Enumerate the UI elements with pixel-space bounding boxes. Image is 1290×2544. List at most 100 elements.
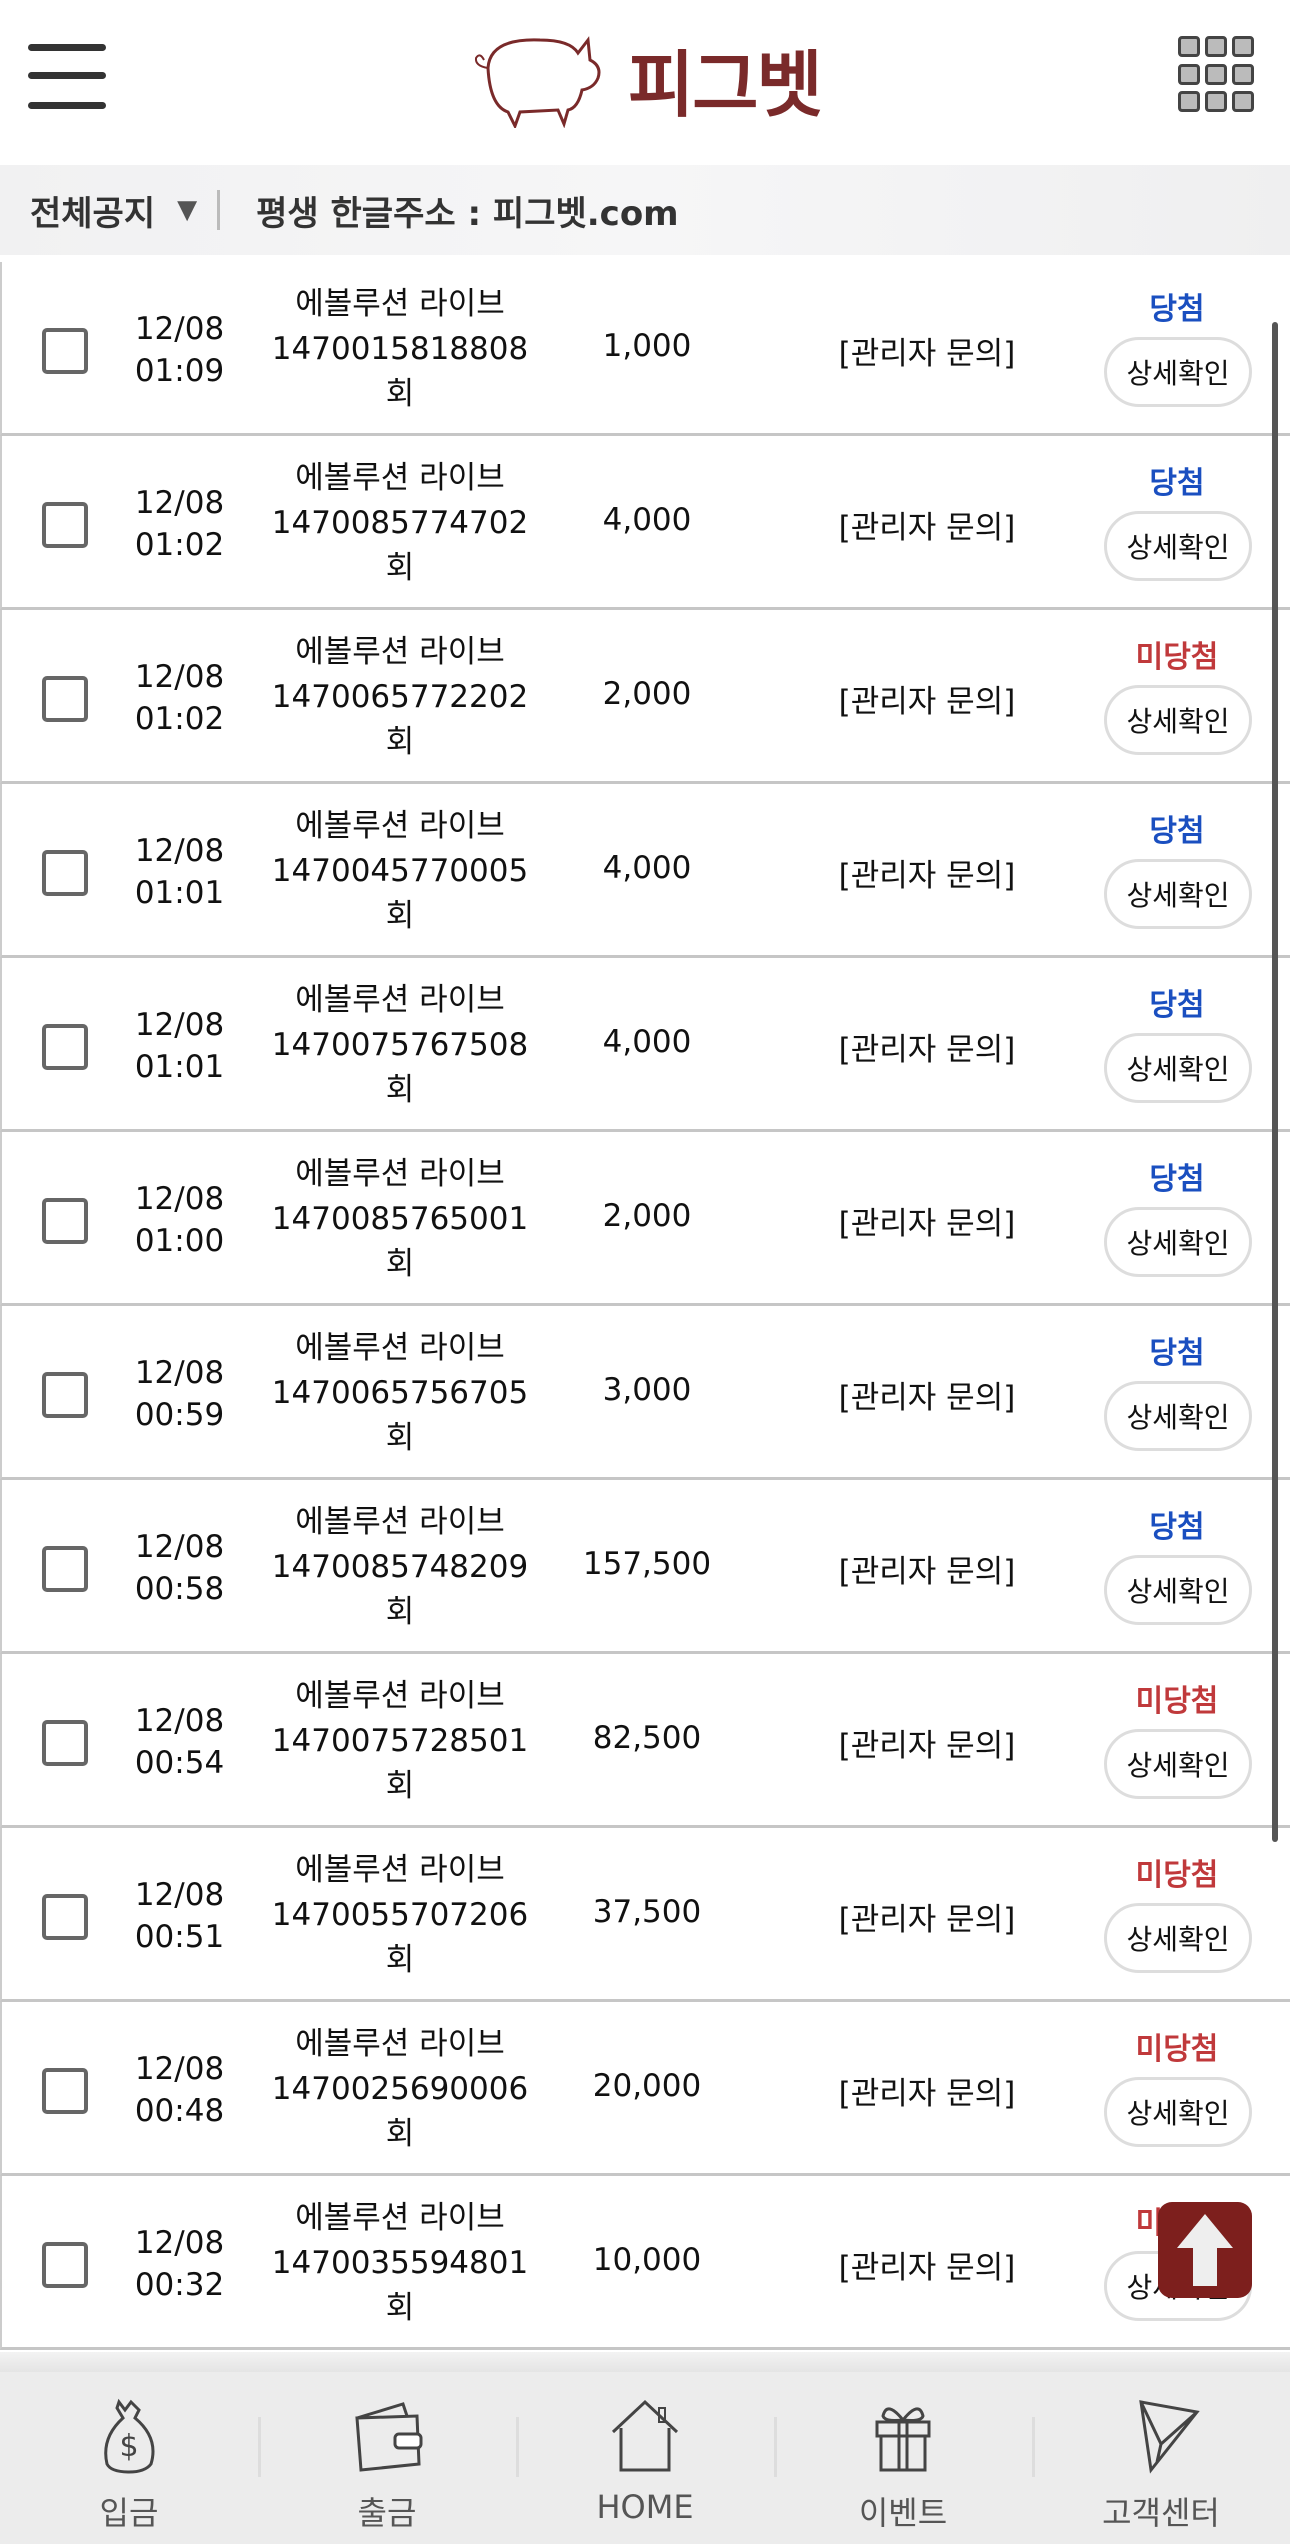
table-row: 12/08 01:00 에볼루션 라이브 1470085765001 회 2,000 … (0, 1132, 1290, 1306)
bet-date: 12/08 (134, 833, 225, 869)
bet-date: 12/08 (134, 2225, 225, 2261)
status-badge: 미당첨 (1135, 640, 1219, 675)
game-name: 에볼루션 라이브 (295, 1330, 505, 1366)
bet-datetime: 12/08 00:58 (122, 1526, 237, 1610)
status-badge: 당첨 (1149, 988, 1205, 1023)
status-badge: 당첨 (1149, 1336, 1205, 1371)
status-badge: 당첨 (1149, 1162, 1205, 1197)
row-checkbox[interactable] (42, 1024, 88, 1070)
round-number: 1470045770005 (271, 853, 529, 889)
result-text: [관리자 문의] (838, 1206, 1016, 1242)
bet-date: 12/08 (134, 1877, 225, 1913)
row-checkbox[interactable] (42, 1372, 88, 1418)
detail-button[interactable]: 상세확인 (1104, 1207, 1252, 1277)
row-checkbox[interactable] (42, 2242, 88, 2288)
game-info: 에볼루션 라이브 1470025690006 회 (262, 2022, 538, 2157)
result-text: [관리자 문의] (838, 684, 1016, 720)
status-badge: 당첨 (1149, 1510, 1205, 1545)
detail-button[interactable]: 상세확인 (1104, 1033, 1252, 1103)
row-checkbox[interactable] (42, 1546, 88, 1592)
bet-date: 12/08 (134, 485, 225, 521)
bet-amount: 4,000 (602, 502, 692, 538)
round-number: 1470085748209 (271, 1549, 529, 1585)
row-checkbox[interactable] (42, 2068, 88, 2114)
detail-button[interactable]: 상세확인 (1104, 1903, 1252, 1973)
menu-icon[interactable] (28, 40, 108, 112)
caret-down-icon[interactable]: ▼ (177, 195, 198, 225)
bottom-nav: $ 입금 출금 HOME 이벤트 고객센터 (0, 2372, 1290, 2544)
nav-support[interactable]: 고객센터 (1032, 2372, 1290, 2544)
svg-text:$: $ (119, 2429, 138, 2464)
row-checkbox[interactable] (42, 502, 88, 548)
scroll-top-button[interactable] (1158, 2202, 1252, 2298)
bet-amount: 3,000 (602, 1372, 692, 1408)
game-name: 에볼루션 라이브 (295, 286, 505, 322)
nav-deposit[interactable]: $ 입금 (0, 2372, 258, 2544)
table-row: 12/08 00:51 에볼루션 라이브 1470055707206 회 37,500… (0, 1828, 1290, 2002)
game-info: 에볼루션 라이브 1470085774702 회 (262, 456, 538, 591)
row-checkbox[interactable] (42, 1894, 88, 1940)
bet-amount: 4,000 (602, 850, 692, 886)
game-info: 에볼루션 라이브 1470065756705 회 (262, 1326, 538, 1461)
wallet-icon (355, 2402, 423, 2472)
round-number: 1470065772202 (271, 679, 529, 715)
detail-button[interactable]: 상세확인 (1104, 1729, 1252, 1799)
home-icon (611, 2399, 679, 2472)
table-row: 12/08 01:02 에볼루션 라이브 1470065772202 회 2,000 … (0, 610, 1290, 784)
money-bag-icon: $ (104, 2398, 155, 2474)
bet-date: 12/08 (134, 659, 225, 695)
nav-event[interactable]: 이벤트 (774, 2372, 1032, 2544)
detail-button[interactable]: 상세확인 (1104, 685, 1252, 755)
row-checkbox[interactable] (42, 328, 88, 374)
game-info: 에볼루션 라이브 1470075728501 회 (262, 1674, 538, 1809)
bet-time: 01:09 (134, 353, 225, 389)
scrollbar[interactable] (1272, 322, 1278, 1842)
nav-withdraw[interactable]: 출금 (258, 2372, 516, 2544)
apps-grid-icon[interactable] (1178, 36, 1254, 114)
round-number: 1470085765001 (271, 1201, 529, 1237)
status-badge: 미당첨 (1135, 2032, 1219, 2067)
bet-time: 01:02 (134, 701, 225, 737)
game-name: 에볼루션 라이브 (295, 1852, 505, 1888)
notice-category-select[interactable]: 전체공지 (30, 193, 156, 234)
row-checkbox[interactable] (42, 676, 88, 722)
round-number: 1470035594801 (271, 2245, 529, 2281)
result-text: [관리자 문의] (838, 1554, 1016, 1590)
round-number: 1470075767508 (271, 1027, 529, 1063)
bet-datetime: 12/08 01:02 (122, 482, 237, 566)
round-suffix: 회 (385, 550, 415, 586)
table-row: 12/08 00:32 에볼루션 라이브 1470035594801 회 10,000… (0, 2176, 1290, 2350)
bet-datetime: 12/08 00:59 (122, 1352, 237, 1436)
game-info: 에볼루션 라이브 1470055707206 회 (262, 1848, 538, 1983)
bet-date: 12/08 (134, 1181, 225, 1217)
detail-button[interactable]: 상세확인 (1104, 511, 1252, 581)
bet-time: 01:00 (134, 1223, 225, 1259)
game-name: 에볼루션 라이브 (295, 2026, 505, 2062)
row-checkbox[interactable] (42, 850, 88, 896)
detail-button[interactable]: 상세확인 (1104, 1381, 1252, 1451)
detail-button[interactable]: 상세확인 (1104, 2077, 1252, 2147)
bet-amount: 10,000 (592, 2242, 702, 2278)
bet-date: 12/08 (134, 1355, 225, 1391)
detail-button[interactable]: 상세확인 (1104, 337, 1252, 407)
bet-time: 01:01 (134, 875, 225, 911)
logo[interactable]: 피그벳 (460, 28, 840, 128)
game-name: 에볼루션 라이브 (295, 982, 505, 1018)
row-checkbox[interactable] (42, 1720, 88, 1766)
nav-home[interactable]: HOME (516, 2372, 774, 2544)
divider (0, 2352, 1290, 2374)
table-row: 12/08 00:59 에볼루션 라이브 1470065756705 회 3,000 … (0, 1306, 1290, 1480)
round-number: 1470015818808 (271, 331, 529, 367)
bet-amount: 157,500 (582, 1546, 712, 1582)
bet-amount: 2,000 (602, 1198, 692, 1234)
row-checkbox[interactable] (42, 1198, 88, 1244)
detail-button[interactable]: 상세확인 (1104, 859, 1252, 929)
table-row: 12/08 00:48 에볼루션 라이브 1470025690006 회 20,000… (0, 2002, 1290, 2176)
bet-time: 00:32 (134, 2267, 225, 2303)
bet-datetime: 12/08 00:51 (122, 1874, 237, 1958)
header: 피그벳 (0, 0, 1290, 165)
bet-datetime: 12/08 01:02 (122, 656, 237, 740)
bet-history-list: 12/08 01:09 에볼루션 라이브 1470015818808 회 1,000 … (0, 262, 1290, 2350)
detail-button[interactable]: 상세확인 (1104, 1555, 1252, 1625)
status-badge: 당첨 (1149, 814, 1205, 849)
